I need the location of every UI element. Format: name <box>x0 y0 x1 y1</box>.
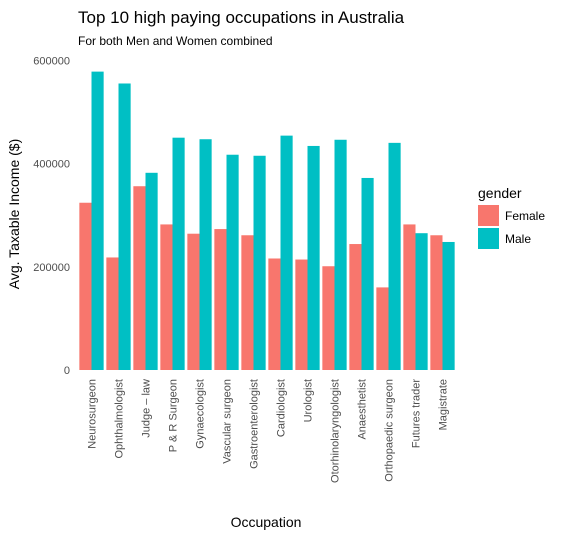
bar-female-vascular-surgeon <box>214 229 227 370</box>
bar-female-orthopaedic-surgeon <box>376 287 389 370</box>
bar-male-futures-trader <box>415 233 428 370</box>
x-tick-label: Orthopaedic surgeon <box>384 379 396 482</box>
x-tick-label: Gastroenterologist <box>249 379 261 469</box>
y-tick-label: 600000 <box>33 55 70 67</box>
legend-label-female: Female <box>505 209 545 223</box>
legend-label-male: Male <box>505 232 531 246</box>
bar-female-ophthalmologist <box>106 257 119 370</box>
chart-subtitle: For both Men and Women combined <box>78 34 273 48</box>
legend: gender Female Male <box>478 185 545 249</box>
x-tick-label: Magistrate <box>438 379 450 430</box>
bar-female-judge-law <box>133 186 146 370</box>
bar-male-cardiologist <box>280 135 293 370</box>
x-tick-label: Futures trader <box>411 379 423 448</box>
bar-female-cardiologist <box>268 258 281 370</box>
x-tick-label: Otorhinolaryngologist <box>330 379 342 483</box>
bars <box>79 71 455 371</box>
bar-male-judge-law <box>145 172 158 370</box>
legend-swatch-female <box>478 205 499 226</box>
x-tick-label: Neurosurgeon <box>87 379 99 449</box>
bar-male-p-r-surgeon <box>172 137 185 370</box>
y-tick-label: 400000 <box>33 159 70 171</box>
x-tick-label: Judge – law <box>141 379 153 438</box>
bar-male-otorhinolaryngologist <box>334 139 347 370</box>
bar-male-vascular-surgeon <box>226 154 239 370</box>
bar-male-gastroenterologist <box>253 155 266 370</box>
bar-female-neurosurgeon <box>79 202 92 370</box>
bar-female-futures-trader <box>403 224 416 370</box>
bar-male-neurosurgeon <box>91 71 104 371</box>
bar-female-otorhinolaryngologist <box>322 266 335 370</box>
x-axis-ticks: Neurosurgeon Ophthalmologist Judge – law P … <box>87 379 450 483</box>
legend-title: gender <box>478 185 522 201</box>
bar-male-gynaecologist <box>199 139 212 370</box>
bar-male-magistrate <box>442 241 455 370</box>
x-axis-title: Occupation <box>231 514 302 530</box>
bar-male-orthopaedic-surgeon <box>388 142 401 370</box>
bar-female-urologist <box>295 259 308 370</box>
x-tick-label: Urologist <box>303 379 315 422</box>
y-tick-label: 0 <box>64 365 70 377</box>
bar-male-anaesthetist <box>361 177 374 370</box>
x-tick-label: Vascular surgeon <box>222 379 234 464</box>
bar-female-gastroenterologist <box>241 235 254 370</box>
x-tick-label: Cardiologist <box>276 379 288 437</box>
legend-swatch-male <box>478 228 499 249</box>
bar-male-urologist <box>307 145 320 370</box>
bar-female-p-r-surgeon <box>160 224 173 370</box>
bar-female-gynaecologist <box>187 233 200 370</box>
x-tick-label: Gynaecologist <box>195 379 207 449</box>
x-tick-label: P & R Surgeon <box>168 379 180 452</box>
x-tick-label: Anaesthetist <box>357 379 369 440</box>
y-axis-title: Avg. Taxable Income ($) <box>6 139 22 289</box>
bar-female-magistrate <box>430 235 443 370</box>
chart-title: Top 10 high paying occupations in Austra… <box>78 8 405 27</box>
y-tick-label: 200000 <box>33 262 70 274</box>
bar-female-anaesthetist <box>349 244 362 370</box>
bar-male-ophthalmologist <box>118 83 131 371</box>
y-axis-ticks: 0 200000 400000 600000 <box>33 55 70 377</box>
x-tick-label: Ophthalmologist <box>114 379 126 459</box>
